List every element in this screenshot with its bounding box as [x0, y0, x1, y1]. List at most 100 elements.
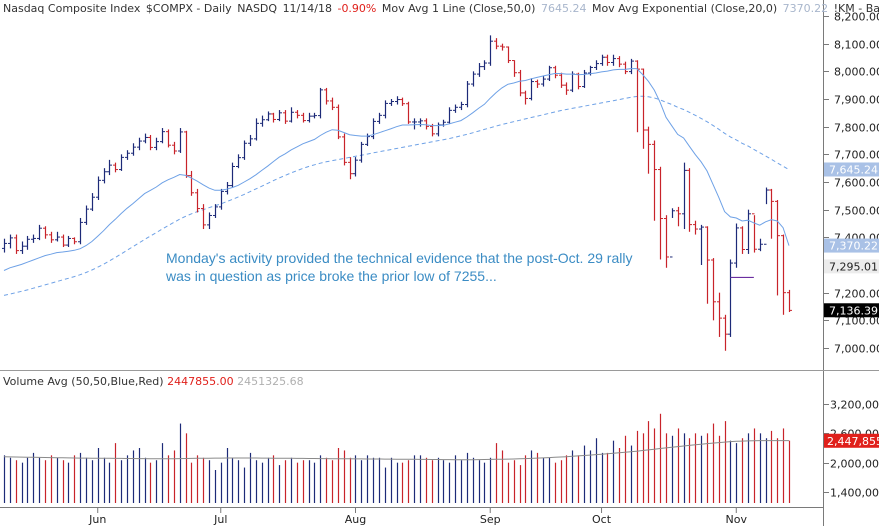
ohlc-bar [66, 235, 71, 248]
price-tick-label: 7,700.00 [834, 149, 879, 162]
ohlc-bar [764, 187, 769, 245]
ohlc-bar [242, 140, 247, 160]
price-tick-label: 8,100.00 [834, 39, 879, 52]
ohlc-bar [348, 157, 353, 180]
ohlc-bar [529, 78, 534, 101]
ohlc-bar [611, 54, 616, 66]
ohlc-bar [342, 133, 347, 166]
exchange: NASDQ [237, 2, 278, 15]
price-tick-label: 8,200.00 [834, 11, 879, 24]
symbol-name: Nasdaq Composite Index [3, 2, 141, 15]
ohlc-bar [781, 234, 786, 315]
ohlc-bar [55, 231, 60, 242]
ohlc-bar [266, 111, 271, 122]
ohlc-bar [307, 112, 312, 123]
ohlc-bar [219, 188, 224, 210]
ohlc-bar [84, 205, 89, 225]
ohlc-bar [559, 72, 564, 88]
ohlc-bar [471, 71, 476, 87]
ohlc-bar [424, 118, 429, 130]
prior-close-tag-bg [824, 259, 879, 274]
ohlc-bar [488, 35, 493, 66]
ohlc-bar [189, 170, 194, 196]
ema20-series [3, 68, 790, 271]
ohlc-bar [148, 134, 153, 151]
ohlc-bar [260, 115, 265, 127]
ohlc-bar [500, 43, 505, 51]
ohlc-bar [646, 126, 651, 174]
ohlc-bar [271, 112, 276, 123]
ohlc-bar [705, 226, 710, 304]
ohlc-bar [318, 87, 323, 119]
ohlc-bar [477, 63, 482, 77]
ohlc-bar [283, 110, 288, 124]
ohlc-bar [564, 82, 569, 95]
ohlc-bar [459, 101, 464, 111]
ohlc-bar [102, 168, 107, 184]
ohlc-bar [400, 97, 405, 106]
ohlc-bar [295, 110, 300, 119]
price-tick-label: 7,500.00 [834, 205, 879, 218]
ohlc-bar [535, 79, 540, 88]
ohlc-bar [494, 38, 499, 50]
indicator-label: !KM - BarColo [833, 2, 879, 15]
volume-average-polyline [3, 440, 789, 461]
ohlc-bar [746, 209, 751, 254]
ohlc-bar [20, 241, 25, 254]
ohlc-bar [377, 112, 382, 124]
annotation-text: Monday's activity provided the technical… [166, 250, 633, 284]
ohlc-bar [125, 150, 130, 160]
ohlc-bar [629, 58, 634, 75]
price-tick-label: 8,000.00 [834, 66, 879, 79]
ohlc-bar [8, 234, 13, 249]
ohlc-bar [617, 56, 622, 68]
ohlc-bar [207, 212, 212, 230]
ohlc-bar [687, 168, 692, 232]
ohlc-bar [143, 133, 148, 144]
ohlc-bar [289, 107, 294, 123]
ohlc-bar [518, 69, 523, 97]
ohlc-bar [600, 54, 605, 66]
ohlc-bar [359, 141, 364, 163]
ohlc-bar [131, 143, 136, 156]
volume-avg-value: 2451325.68 [237, 375, 304, 388]
ohlc-bar [752, 213, 757, 253]
volume-tag-bg [824, 433, 879, 448]
ohlc-bar [353, 157, 358, 177]
ohlc-bar [418, 118, 423, 127]
change-percent: -0.90% [337, 2, 377, 15]
ohlc-bar [664, 215, 669, 268]
ohlc-bar [277, 110, 282, 122]
ohlc-bar [43, 226, 48, 239]
sma50-tag: 7,645.24 [829, 163, 878, 176]
month-tick-label: Jul [213, 513, 227, 526]
ema20-line [3, 68, 790, 271]
last-price-tag: 7,136.39 [829, 304, 878, 317]
ohlc-bar [711, 258, 716, 321]
volume-tag: 2,447,855 [827, 435, 879, 448]
sma50-tag-bg [824, 162, 879, 177]
ohlc-bar [248, 134, 253, 147]
price-tick-label: 7,600.00 [834, 177, 879, 190]
ohlc-bar [107, 159, 112, 176]
ohlc-bar [195, 188, 200, 213]
ohlc-bar [72, 237, 77, 245]
ohlc-bar [523, 90, 528, 105]
ohlc-bar [758, 238, 763, 252]
ohlc-bar [676, 206, 681, 227]
ohlc-bar [395, 96, 400, 105]
ohlc-bar [61, 234, 66, 248]
price-tick-label: 7,000.00 [834, 343, 879, 356]
volume-label: Volume Avg (50,50,Blue,Red) [3, 375, 164, 388]
price-tick-label: 7,100.00 [834, 315, 879, 328]
ohlc-bar [78, 217, 83, 245]
ohlc-bar [336, 104, 341, 140]
ohlc-bar [119, 154, 124, 171]
month-tick-label: Nov [726, 513, 748, 526]
ohlc-bar [769, 188, 774, 239]
ohlc-bar [787, 289, 792, 313]
ohlc-bar [371, 118, 376, 140]
ohlc-bar [213, 204, 218, 218]
